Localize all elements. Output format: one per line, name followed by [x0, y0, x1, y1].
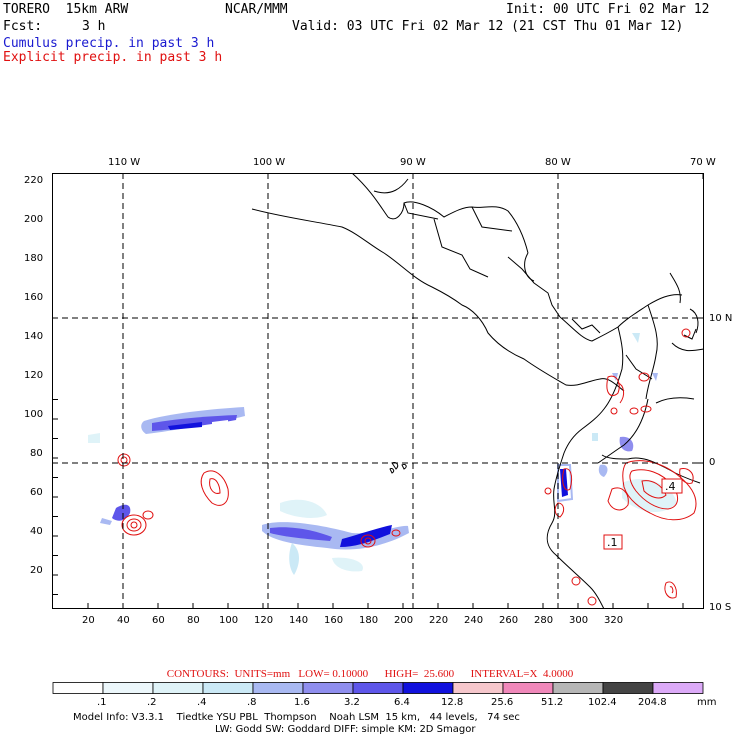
contour-info: CONTOURS: UNITS=mm LOW= 0.10000 HIGH= 25…: [0, 668, 740, 680]
x-tick-label: 220: [429, 615, 449, 626]
color-bar-label: 204.8: [638, 697, 667, 708]
field-explicit-label: Explicit precip. in past 3 h: [3, 50, 223, 65]
org-label: NCAR/MMM: [225, 2, 288, 17]
color-bar-unit: mm: [697, 697, 717, 708]
x-tick-label: 180: [359, 615, 379, 626]
precip-map: .4 .1: [52, 173, 704, 609]
color-bar-swatch: [652, 682, 704, 694]
y-tick-label: 20: [30, 565, 43, 576]
model-title: TORERO 15km ARW: [3, 2, 129, 17]
x-tick-label: 40: [117, 615, 130, 626]
color-bar-swatch: [52, 682, 104, 694]
color-bar-label: 12.8: [441, 697, 464, 708]
lon-label: 110 W: [108, 157, 141, 168]
contour-high: HIGH= 25.600: [384, 668, 455, 680]
explicit-precip-contours: [117, 328, 697, 606]
forecast-hour: 3 h: [82, 19, 106, 34]
x-tick-label: 60: [152, 615, 165, 626]
color-bar-swatch: [152, 682, 204, 694]
contour-units: CONTOURS: UNITS=mm: [166, 668, 291, 680]
contour-label: .4: [665, 480, 676, 493]
lat-lon-grid: [52, 173, 704, 609]
color-bar-swatch: [302, 682, 354, 694]
contour-label-box: [603, 534, 623, 550]
forecast-label: Fcst:: [3, 19, 43, 34]
precip-shading: [88, 333, 677, 575]
color-bar-swatch: [452, 682, 504, 694]
lon-label: 80 W: [545, 157, 571, 168]
color-bar-swatch: [502, 682, 554, 694]
contour-label-box: [661, 478, 683, 494]
x-tick-label: 240: [464, 615, 484, 626]
y-tick-label: 100: [24, 409, 44, 420]
x-tick-label: 260: [499, 615, 519, 626]
y-tick-label: 160: [24, 292, 44, 303]
x-tick-label: 200: [394, 615, 414, 626]
x-tick-label: 280: [534, 615, 554, 626]
lat-label: 0: [709, 457, 716, 468]
color-bar-label: 1.6: [294, 697, 310, 708]
x-tick-label: 100: [219, 615, 239, 626]
color-bar-label: .4: [197, 697, 207, 708]
color-bar-swatch: [402, 682, 454, 694]
color-bar-swatch: [602, 682, 654, 694]
y-tick-label: 200: [24, 214, 44, 225]
color-bar-label: .8: [247, 697, 257, 708]
lat-label: 10 S: [709, 602, 732, 613]
lon-label: 100 W: [253, 157, 286, 168]
x-tick-label: 320: [604, 615, 624, 626]
x-tick-label: 20: [82, 615, 95, 626]
color-bar-label: 3.2: [344, 697, 360, 708]
color-bar-swatch: [352, 682, 404, 694]
x-tick-label: 300: [569, 615, 589, 626]
y-tick-label: 60: [30, 487, 43, 498]
y-tick-label: 120: [24, 370, 44, 381]
color-bar: [52, 682, 704, 694]
model-info-line1: Model Info: V3.3.1 Tiedtke YSU PBL Thomp…: [73, 712, 520, 723]
lon-label: 70 W: [690, 157, 716, 168]
color-bar-label: 6.4: [394, 697, 410, 708]
coastlines: [251, 173, 704, 609]
x-tick-label: 80: [187, 615, 200, 626]
contour-interval: INTERVAL=X 4.0000: [470, 668, 574, 680]
x-tick-label: 160: [324, 615, 344, 626]
color-bar-swatch: [202, 682, 254, 694]
x-tick-label: 140: [289, 615, 309, 626]
color-bar-swatch: [252, 682, 304, 694]
color-bar-label: 102.4: [588, 697, 617, 708]
y-tick-label: 40: [30, 526, 43, 537]
map-frame: [52, 173, 704, 609]
contour-low: LOW= 0.10000: [298, 668, 369, 680]
model-info-line2: LW: Godd SW: Goddard DIFF: simple KM: 2D…: [215, 724, 476, 735]
color-bar-label: .1: [97, 697, 107, 708]
init-time: Init: 00 UTC Fri 02 Mar 12: [506, 2, 710, 17]
x-tick-label: 120: [254, 615, 274, 626]
color-bar-swatch: [102, 682, 154, 694]
lat-label: 10 N: [709, 313, 733, 324]
field-cumulus-label: Cumulus precip. in past 3 h: [3, 36, 215, 51]
lon-label: 90 W: [400, 157, 426, 168]
y-tick-label: 80: [30, 448, 43, 459]
y-tick-label: 220: [24, 175, 44, 186]
valid-time: Valid: 03 UTC Fri 02 Mar 12 (21 CST Thu …: [292, 19, 684, 34]
y-tick-label: 180: [24, 253, 44, 264]
color-bar-label: 51.2: [541, 697, 564, 708]
color-bar-label: .2: [147, 697, 157, 708]
color-bar-label: 25.6: [491, 697, 514, 708]
y-tick-label: 140: [24, 331, 44, 342]
tick-marks: [52, 173, 704, 609]
contour-label: .1: [607, 536, 618, 549]
color-bar-swatch: [552, 682, 604, 694]
